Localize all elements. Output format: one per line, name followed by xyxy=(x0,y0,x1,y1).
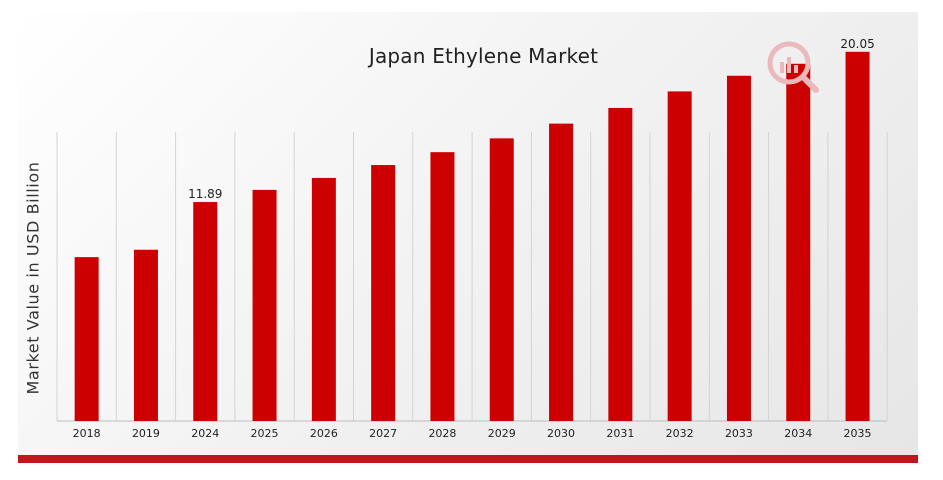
market-research-logo-icon xyxy=(764,38,822,96)
x-tick-label: 2018 xyxy=(73,427,101,440)
bar-2034 xyxy=(786,63,811,422)
bar-2032 xyxy=(667,91,692,421)
data-labels-group: 11.89 20.05 xyxy=(188,37,875,201)
x-tick-label: 2034 xyxy=(784,427,812,440)
x-tick-label: 2028 xyxy=(428,427,456,440)
x-tick-label: 2033 xyxy=(725,427,753,440)
x-tick-labels: 2018 2019 2024 2025 2026 2027 2028 2029 2030 2031… xyxy=(73,427,872,440)
chart-panel xyxy=(18,12,918,462)
bar-2030 xyxy=(549,123,574,422)
bar-2026 xyxy=(311,177,336,421)
bar-2028 xyxy=(430,152,455,422)
bar-2033 xyxy=(726,75,751,422)
grid-lines xyxy=(56,132,888,421)
x-tick-label: 2035 xyxy=(844,427,872,440)
bar-2018 xyxy=(74,257,99,421)
x-tick-label: 2032 xyxy=(666,427,694,440)
data-label-2035: 20.05 xyxy=(840,37,874,51)
y-axis-label: Market Value in USD Billion xyxy=(23,161,43,395)
x-tick-label: 2030 xyxy=(547,427,575,440)
x-tick-label: 2024 xyxy=(191,427,219,440)
bottom-accent-band xyxy=(18,455,918,463)
x-tick-label: 2019 xyxy=(132,427,160,440)
bar-2031 xyxy=(608,107,633,421)
bar-2029 xyxy=(489,138,514,421)
bar-2019 xyxy=(133,249,158,421)
bar-2027 xyxy=(371,165,396,421)
x-tick-label: 2026 xyxy=(310,427,338,440)
x-tick-label: 2029 xyxy=(488,427,516,440)
bar-2025 xyxy=(252,189,277,421)
x-tick-label: 2031 xyxy=(606,427,634,440)
data-label-2024: 11.89 xyxy=(188,187,222,201)
x-tick-label: 2025 xyxy=(251,427,279,440)
bar-2035 xyxy=(845,51,870,422)
chart-title: Japan Ethylene Market xyxy=(368,44,599,68)
bars-group xyxy=(74,51,870,422)
bar-2024 xyxy=(193,202,218,421)
x-tick-label: 2027 xyxy=(369,427,397,440)
